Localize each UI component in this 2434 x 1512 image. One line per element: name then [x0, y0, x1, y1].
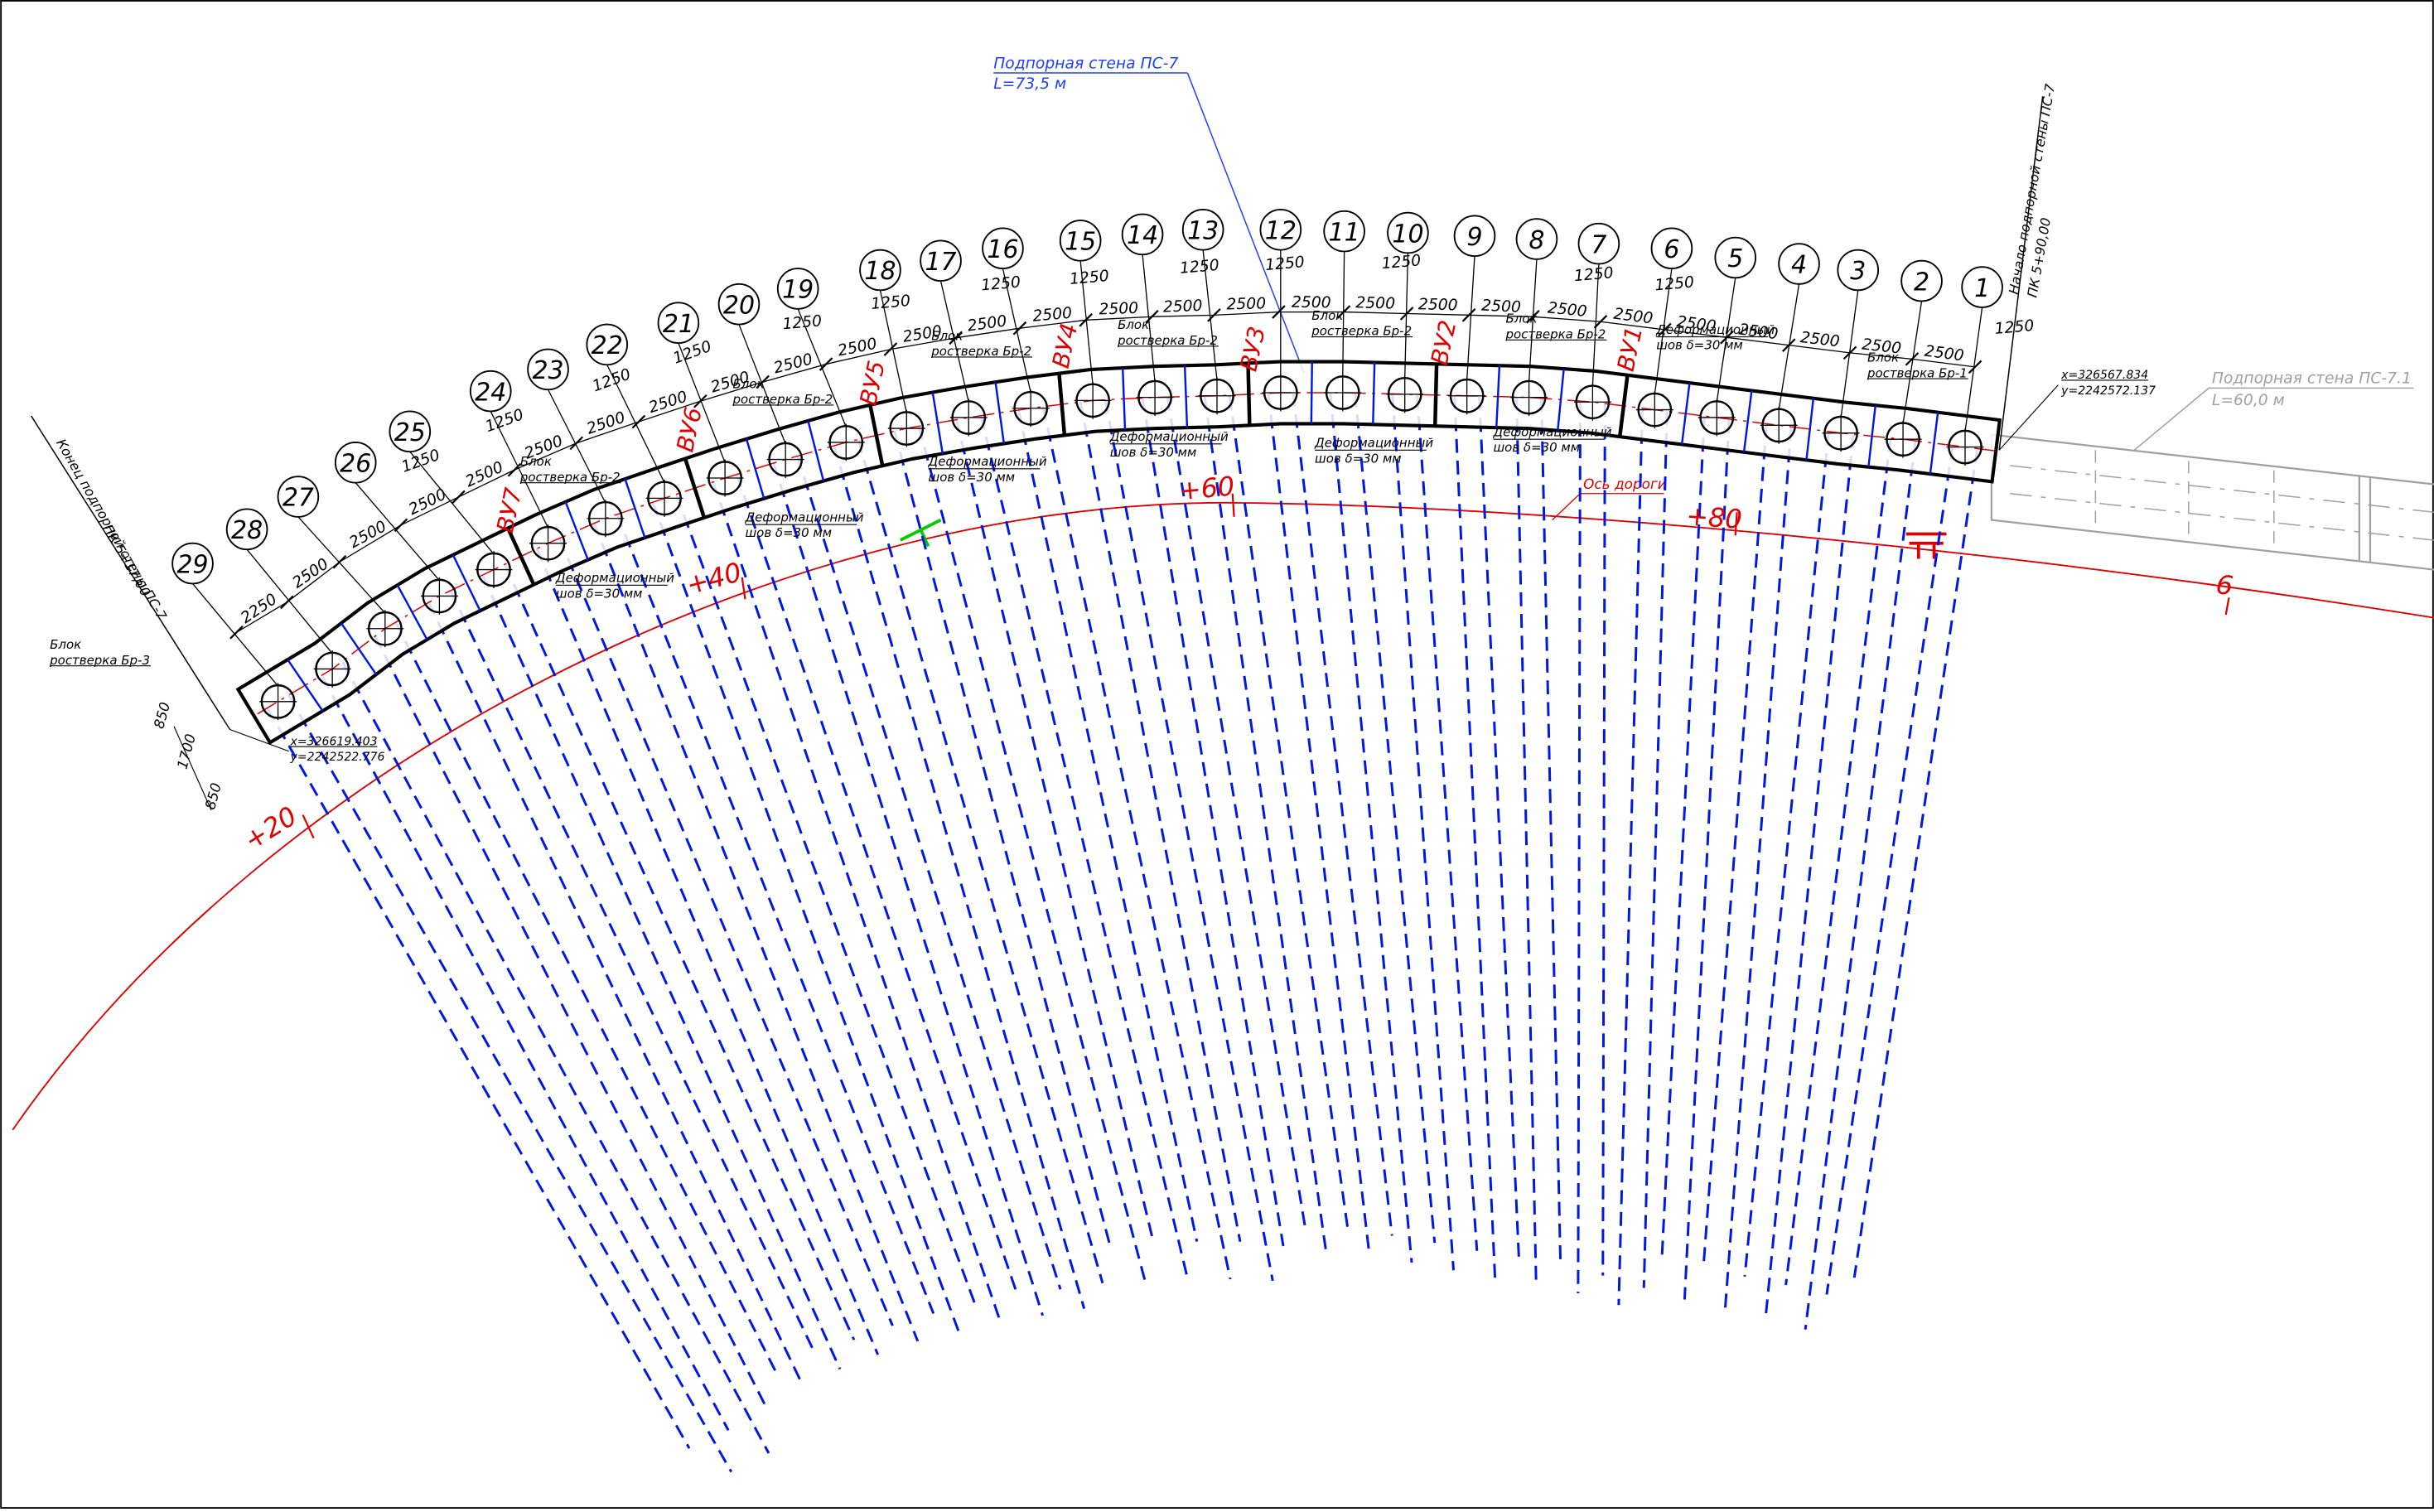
block-label: Блок [1118, 317, 1149, 332]
block-label: ростверка Бр-1 [1867, 365, 1968, 380]
spacing-dimension: 2500 [1355, 294, 1395, 312]
callout-length: L=60,0 м [2212, 392, 2285, 409]
pile-number: 12 [1265, 217, 1297, 246]
spacing-dimension: 2500 [1418, 296, 1458, 314]
block-label: ростверка Бр-2 [519, 470, 621, 485]
half-dimension: 1250 [1654, 273, 1695, 294]
seam-label: Деформационный [1109, 429, 1229, 444]
seam-label: Деформационный [555, 571, 674, 586]
pile-number: 16 [987, 235, 1018, 264]
pile-number: 17 [925, 248, 956, 277]
pile-number: 7 [1591, 230, 1606, 259]
drawing: Подпорная стена ПС-7 L=73,5 м Подпорная … [0, 0, 2434, 1509]
half-dimension: 1250 [1069, 268, 1109, 288]
block-label: ростверка Бр-3 [49, 653, 150, 668]
half-dimension: 1250 [870, 292, 910, 313]
coordinate: x=326619.403 [290, 735, 378, 748]
pile-number: 28 [231, 516, 263, 545]
pile-boundary [1311, 362, 1312, 424]
expansion-joint [1248, 363, 1249, 425]
block-label: ростверка Бр-2 [1117, 333, 1218, 348]
spacing-dimension: 2500 [1099, 300, 1138, 319]
pile-number: 2 [1914, 268, 1929, 297]
seam-label: Деформационный [1492, 424, 1611, 439]
pile-number: 4 [1791, 251, 1807, 280]
pile-number: 6 [1664, 235, 1679, 264]
pile-number: 15 [1065, 228, 1096, 257]
half-dimension: 1250 [1381, 252, 1422, 273]
callout-title: Подпорная стена ПС-7 [993, 55, 1178, 72]
station-label: +80 [1685, 500, 1743, 535]
half-dimension: 1250 [782, 312, 823, 333]
seam-label: Деформационный [1655, 322, 1775, 337]
seam-label: Деформационный [928, 454, 1047, 469]
block-label: ростверка Бр-2 [732, 392, 833, 407]
pile-number: 19 [782, 276, 814, 305]
seam-label: шов δ=30 мм [1656, 338, 1743, 353]
half-dimension: 1250 [1573, 264, 1614, 285]
pile-number: 26 [340, 450, 371, 479]
station-label: +60 [1177, 471, 1235, 507]
pile-number: 25 [394, 418, 426, 447]
seam-label: Деформационный [1314, 436, 1433, 451]
spacing-dimension: 2500 [1163, 297, 1203, 316]
road-axis-label: Ось дороги [1583, 476, 1667, 492]
seam-label: шов δ=30 мм [929, 470, 1016, 485]
pile-number: 5 [1727, 244, 1743, 273]
pile-number: 29 [176, 550, 208, 579]
seam-label: шов δ=30 мм [1493, 440, 1580, 455]
block-label: Блок [1311, 308, 1343, 323]
pile-number: 21 [663, 310, 694, 339]
half-dimension: 1250 [1994, 317, 2035, 338]
block-label: ростверка Бр-2 [930, 344, 1031, 359]
seam-label: шов δ=30 мм [1315, 451, 1402, 466]
block-label: Блок [732, 376, 764, 391]
block-label: Блок [931, 328, 963, 343]
callout-title: Подпорная стена ПС-7.1 [2212, 370, 2412, 388]
block-label: Блок [520, 454, 552, 469]
block-label: ростверка Бр-2 [1311, 324, 1412, 339]
seam-label: Деформационный [744, 510, 863, 524]
coordinate: y=2242522.776 [290, 751, 385, 764]
half-dimension: 1250 [1179, 257, 1219, 278]
block-label: Блок [50, 637, 81, 652]
callout-length: L=73,5 м [993, 75, 1066, 93]
half-dimension: 1250 [980, 273, 1021, 294]
pile-number: 3 [1850, 257, 1866, 286]
spacing-dimension: 2500 [1226, 295, 1266, 313]
half-dimension: 1250 [1264, 254, 1305, 274]
coordinate: y=2242572.137 [2060, 384, 2156, 398]
pile-number: 9 [1466, 223, 1482, 252]
block-label: Блок [1867, 350, 1899, 365]
expansion-joint [1435, 364, 1437, 426]
pile-number: 24 [475, 378, 506, 407]
spacing-dimension: 2500 [1032, 305, 1073, 326]
seam-label: шов δ=30 мм [1110, 445, 1197, 460]
page: { "callouts": [ {"title": "Подпорная сте… [0, 0, 2434, 1509]
pile-number: 22 [592, 331, 623, 360]
pile-number: 27 [283, 484, 314, 513]
pile-number: 10 [1392, 220, 1423, 249]
seam-label: шов δ=30 мм [556, 586, 643, 601]
pile-number: 23 [532, 356, 563, 385]
pile-number: 11 [1329, 218, 1360, 247]
spacing-dimension: 2500 [1547, 299, 1587, 321]
coordinate: x=326567.834 [2060, 369, 2148, 382]
pile-number: 14 [1127, 221, 1158, 250]
block-label: ростверка Бр-2 [1504, 326, 1606, 341]
pile-number: 8 [1528, 226, 1544, 255]
pile-number: 18 [864, 257, 896, 286]
pile-number: 20 [723, 291, 755, 320]
pile-number: 1 [1974, 274, 1990, 303]
seam-label: шов δ=30 мм [745, 525, 832, 540]
block-label: Блок [1505, 312, 1537, 326]
pile-number: 13 [1187, 217, 1219, 246]
